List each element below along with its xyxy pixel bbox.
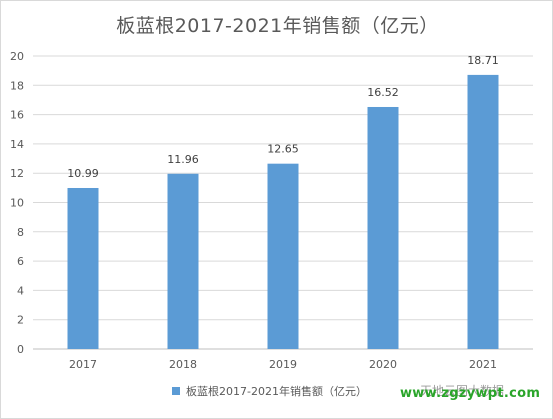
- y-tick-label: 8: [17, 226, 24, 239]
- legend-label: 板蓝根2017-2021年销售额（亿元）: [186, 385, 367, 398]
- data-label-2019: 12.65: [267, 143, 299, 156]
- data-label-2021: 18.71: [467, 54, 499, 67]
- bar-2017: [67, 187, 99, 349]
- y-tick-label: 18: [10, 79, 24, 92]
- legend-swatch: [172, 387, 180, 395]
- y-tick-label: 20: [10, 50, 24, 63]
- bars: [67, 74, 499, 350]
- data-label-2017: 10.99: [67, 167, 99, 180]
- y-tick-label: 14: [10, 138, 24, 151]
- y-tick-label: 0: [17, 343, 24, 356]
- y-tick-label: 10: [10, 197, 24, 210]
- bar-2019: [267, 163, 299, 349]
- y-tick-label: 2: [17, 314, 24, 327]
- x-tick-label-2017: 2017: [69, 358, 97, 371]
- x-axis: 2017 2018 2019 2020 2021: [69, 358, 497, 371]
- legend: 板蓝根2017-2021年销售额（亿元）: [172, 384, 367, 398]
- y-tick-label: 6: [17, 255, 24, 268]
- x-tick-label-2020: 2020: [369, 358, 397, 371]
- watermark-subtext: 天地云图大数据: [420, 384, 505, 398]
- data-labels: 10.99 11.96 12.65 16.52 18.71: [67, 54, 499, 180]
- data-label-2018: 11.96: [167, 153, 199, 166]
- x-tick-label-2019: 2019: [269, 358, 297, 371]
- watermark: www.zgzywpt.com: [400, 386, 541, 401]
- x-tick-label-2018: 2018: [169, 358, 197, 371]
- bar-2018: [167, 173, 199, 349]
- y-tick-label: 16: [10, 109, 24, 122]
- y-tick-label: 12: [10, 167, 24, 180]
- x-tick-label-2021: 2021: [469, 358, 497, 371]
- y-axis: 0 2 4 6 8 10 12 14 16 18 20: [10, 50, 24, 356]
- y-tick-label: 4: [17, 284, 24, 297]
- chart-title: 板蓝根2017-2021年销售额（亿元）: [116, 15, 439, 37]
- data-label-2020: 16.52: [367, 86, 399, 99]
- bar-2020: [367, 106, 399, 350]
- bar-2021: [467, 74, 499, 349]
